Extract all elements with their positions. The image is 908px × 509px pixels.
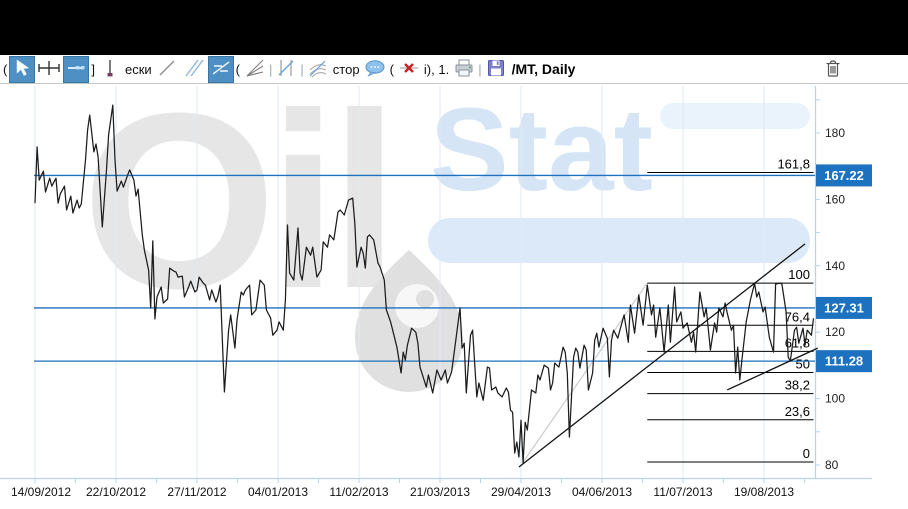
fib-level-label: 76,4 — [785, 309, 810, 324]
price-level-boxes: 167.22 127.31 111.28 — [816, 164, 872, 373]
fib-level-label: 50 — [796, 357, 810, 372]
grid — [34, 86, 765, 478]
fib-level-label: 61,8 — [785, 335, 810, 350]
x-axis-date-label: 11/07/2013 — [653, 485, 712, 499]
print-button[interactable] — [451, 56, 477, 83]
floppy-disk-icon — [486, 58, 506, 81]
x-axis-date-label: 14/09/2012 — [11, 485, 71, 499]
x-axis-date-label: 21/03/2013 — [410, 485, 470, 499]
toolbar-fragment-open-a: ( — [235, 61, 240, 77]
y-axis-label: 80 — [825, 458, 839, 472]
axes: 180 160 140 120 100 80 — [0, 86, 872, 483]
arcs-icon — [308, 58, 328, 81]
price-level-lines[interactable] — [34, 174, 815, 362]
price-line-path — [34, 104, 815, 464]
toolbar-label-eski: ески — [124, 61, 152, 77]
speech-bubble-icon — [364, 58, 386, 81]
fibonacci-arcs-tool-button[interactable] — [305, 56, 331, 83]
y-axis-label: 160 — [825, 192, 845, 206]
fib-level-label: 100 — [788, 267, 810, 282]
support-trendline — [518, 243, 806, 468]
save-button[interactable] — [483, 56, 509, 83]
fib-level-label: 0 — [803, 446, 810, 461]
price-level-box — [816, 350, 872, 373]
x-axis-date-label: 19/08/2013 — [734, 485, 794, 499]
trash-icon — [824, 58, 842, 81]
parallel-lines-tool-button[interactable] — [181, 56, 207, 83]
y-axis-label: 180 — [825, 126, 845, 140]
chart-toolbar: ( ] ески ( — [0, 55, 908, 84]
toolbar-fragment-left: ( — [3, 61, 8, 77]
fib-anchor-diagonal — [522, 282, 648, 463]
fan-lines-tool-button[interactable] — [242, 56, 268, 83]
comment-tool-button[interactable] — [362, 56, 388, 83]
toolbar-fragment-bracket: ] — [91, 61, 95, 77]
toolbar-separator-c: | — [478, 61, 482, 77]
regression-channel-tool-button[interactable] — [207, 55, 234, 83]
vertical-line-icon — [100, 58, 120, 81]
delete-object-tool-button[interactable] — [396, 56, 422, 83]
diagonal-line-icon — [158, 58, 176, 81]
watermark-stat-text: Stat — [430, 84, 653, 216]
trendlines[interactable] — [518, 243, 818, 468]
x-axis-labels: 14/09/2012 22/10/2012 27/11/2012 04/01/2013… — [11, 485, 794, 499]
x-axis-date-label: 27/11/2012 — [167, 485, 226, 499]
x-axis-date-label: 22/10/2012 — [86, 485, 146, 499]
watermark-oilstat: Oil Stat — [82, 84, 810, 393]
y-axis-label: 140 — [825, 259, 845, 273]
toolbar-separator-b: | — [300, 61, 304, 77]
trend-channel-icon — [211, 58, 231, 81]
y-axis-label: 120 — [825, 325, 845, 339]
price-level-box — [816, 296, 872, 319]
red-cross-icon — [399, 58, 419, 81]
price-level-box — [816, 164, 872, 187]
chart-canvas[interactable]: Oil Stat 180 160 140 120 100 80 14/09/2012 22/10/… — [0, 84, 908, 509]
printer-icon — [453, 58, 475, 81]
horizontal-line-tool-button[interactable] — [63, 55, 90, 83]
fib-level-label: 23,6 — [785, 404, 810, 419]
toolbar-label-stor: стор — [332, 61, 360, 77]
cursor-tool-button[interactable] — [9, 55, 36, 83]
horizontal-line-icon — [66, 58, 86, 81]
x-axis-date-label: 04/01/2013 — [248, 485, 308, 499]
fib-level-label: 161,8 — [777, 156, 810, 171]
fan-lines-icon — [245, 58, 265, 81]
fib-level-label: 38,2 — [785, 378, 810, 393]
toolbar-label-info: i), 1. — [423, 61, 450, 77]
trendline-tool-button[interactable] — [154, 56, 180, 83]
window-top-bar — [0, 0, 908, 55]
x-axis-date-label: 29/04/2013 — [491, 485, 551, 499]
toolbar-fragment-open-b: ( — [389, 61, 394, 77]
price-level-box-value: 127.31 — [824, 300, 864, 315]
symbol-timeframe-label: /MT, Daily — [511, 61, 576, 77]
price-level-box-value: 111.28 — [825, 354, 863, 369]
x-axis-date-label: 04/06/2013 — [572, 485, 632, 499]
y-axis-label: 100 — [825, 392, 845, 406]
delete-chart-button[interactable] — [820, 56, 846, 83]
channel-tool-button[interactable] — [273, 56, 299, 83]
price-series — [34, 104, 815, 464]
toolbar-separator-a: | — [269, 61, 273, 77]
cursor-arrow-icon — [12, 58, 32, 81]
double-diagonal-icon — [184, 58, 204, 81]
minor-trendline — [726, 347, 818, 391]
vertical-line-tool-button[interactable] — [97, 56, 123, 83]
fibonacci-retracement[interactable]: 0 23,6 38,2 50 61,8 76,4 100 161,8 — [522, 156, 814, 463]
crosshair-icon — [38, 58, 61, 81]
channel-icon — [276, 58, 296, 81]
x-axis-date-label: 11/02/2013 — [329, 485, 388, 499]
price-level-box-value: 167.22 — [824, 168, 864, 183]
crosshair-tool-button[interactable] — [36, 56, 62, 83]
